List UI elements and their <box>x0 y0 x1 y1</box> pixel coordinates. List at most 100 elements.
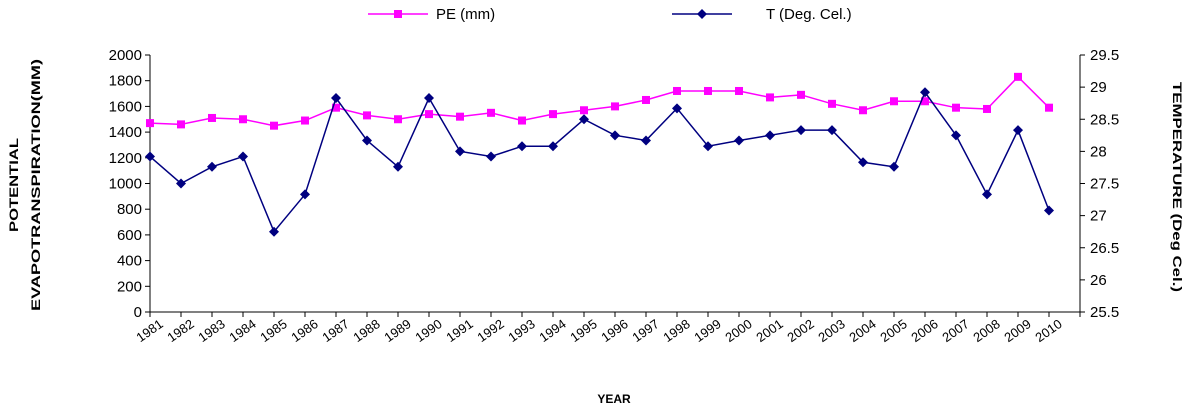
x-tick-label: 1986 <box>288 316 320 345</box>
right-tick-label: 26 <box>1090 272 1107 289</box>
x-tick-label: 2003 <box>815 316 847 345</box>
data-point <box>176 178 186 189</box>
data-point <box>487 108 495 117</box>
data-point <box>363 111 371 120</box>
series-line <box>149 75 1050 127</box>
data-point <box>145 151 155 162</box>
data-point <box>332 103 340 112</box>
left-tick-label: 600 <box>117 227 142 244</box>
y-axis-right-title: TEMPERATURE (Deg Cel.) <box>1170 82 1184 292</box>
x-tick-label: 2002 <box>784 316 816 345</box>
series-layer <box>145 72 1054 237</box>
data-point <box>456 112 464 121</box>
x-tick-label: 1998 <box>660 316 692 345</box>
left-tick-label: 800 <box>117 201 142 218</box>
data-point <box>239 115 247 124</box>
data-point <box>393 161 403 172</box>
data-point <box>424 93 434 104</box>
x-tick-label: 1982 <box>164 316 196 345</box>
x-tick-label: 1983 <box>195 316 227 345</box>
data-point <box>362 135 372 146</box>
x-tick-label: 1995 <box>567 316 599 345</box>
data-point <box>611 102 619 111</box>
y-axis-left-title-line2: EVAPOTRANSPIRATION(MM) <box>29 59 43 311</box>
legend-marker-square <box>394 10 402 18</box>
data-point <box>982 189 992 200</box>
right-tick-label: 27.5 <box>1090 176 1119 193</box>
data-point <box>208 113 216 122</box>
left-tick-label: 0 <box>134 304 142 321</box>
data-point <box>238 151 248 162</box>
left-tick-label: 1000 <box>109 176 142 193</box>
x-tick-label: 1992 <box>474 316 506 345</box>
data-point <box>672 103 682 114</box>
left-tick-label: 200 <box>117 278 142 295</box>
data-point <box>177 120 185 129</box>
legend: PE (mm) T (Deg. Cel.) <box>368 6 852 23</box>
data-point <box>580 106 588 115</box>
right-tick-label: 29 <box>1090 79 1107 96</box>
x-tick-label: 2010 <box>1032 316 1064 345</box>
x-tick-label: 1988 <box>350 316 382 345</box>
x-axis-title: YEAR <box>597 392 631 406</box>
data-point <box>1045 103 1053 112</box>
x-tick-label: 1989 <box>381 316 413 345</box>
left-tick-label: 2000 <box>109 47 142 64</box>
x-tick-label: 1987 <box>319 316 351 345</box>
data-point <box>579 114 589 125</box>
legend-marker-diamond <box>697 9 707 19</box>
data-point <box>951 130 961 141</box>
x-tick-label: 2008 <box>970 316 1002 345</box>
x-tick-label: 2009 <box>1001 316 1033 345</box>
series-pe <box>146 72 1053 130</box>
data-point <box>548 141 558 152</box>
right-tick-label: 25.5 <box>1090 304 1119 321</box>
data-point <box>921 97 929 106</box>
data-point <box>952 103 960 112</box>
x-tick-label: 2006 <box>908 316 940 345</box>
data-point <box>301 116 309 125</box>
data-point <box>486 151 496 162</box>
right-tick-label: 27 <box>1090 208 1107 225</box>
data-point <box>734 135 744 146</box>
data-point <box>146 119 154 128</box>
data-point <box>827 125 837 136</box>
legend-label: T (Deg. Cel.) <box>766 6 852 23</box>
data-point <box>673 86 681 95</box>
left-tick-label: 1800 <box>109 73 142 90</box>
x-tick-label: 2005 <box>877 316 909 345</box>
data-point <box>642 95 650 104</box>
x-tick-label: 1985 <box>257 316 289 345</box>
data-point <box>797 90 805 99</box>
data-point <box>394 115 402 124</box>
data-point <box>425 110 433 119</box>
series-temperature <box>145 87 1054 237</box>
data-point <box>704 86 712 95</box>
data-point <box>641 135 651 146</box>
x-tick-label: 1990 <box>412 316 444 345</box>
data-point <box>1013 125 1023 136</box>
data-point <box>890 97 898 106</box>
data-point <box>455 146 465 157</box>
data-point <box>828 99 836 108</box>
data-point <box>518 116 526 125</box>
data-point <box>889 161 899 172</box>
series-line <box>149 90 1050 234</box>
data-point <box>796 125 806 136</box>
x-tick-label: 1993 <box>505 316 537 345</box>
right-tick-label: 28.5 <box>1090 111 1119 128</box>
data-point <box>859 106 867 115</box>
data-point <box>1014 72 1022 81</box>
x-tick-label: 2000 <box>722 316 754 345</box>
x-axis: 1981198219831984198519861987198819891990… <box>133 311 1081 345</box>
y-axis-left-title-line1: POTENTIAL <box>7 138 21 232</box>
x-tick-label: 2001 <box>753 316 785 345</box>
x-tick-label: 1994 <box>536 316 568 345</box>
data-point <box>269 226 279 237</box>
data-point <box>517 141 527 152</box>
data-point <box>300 189 310 200</box>
data-point <box>270 121 278 130</box>
left-tick-label: 1200 <box>109 150 142 167</box>
x-tick-label: 2004 <box>846 316 878 345</box>
